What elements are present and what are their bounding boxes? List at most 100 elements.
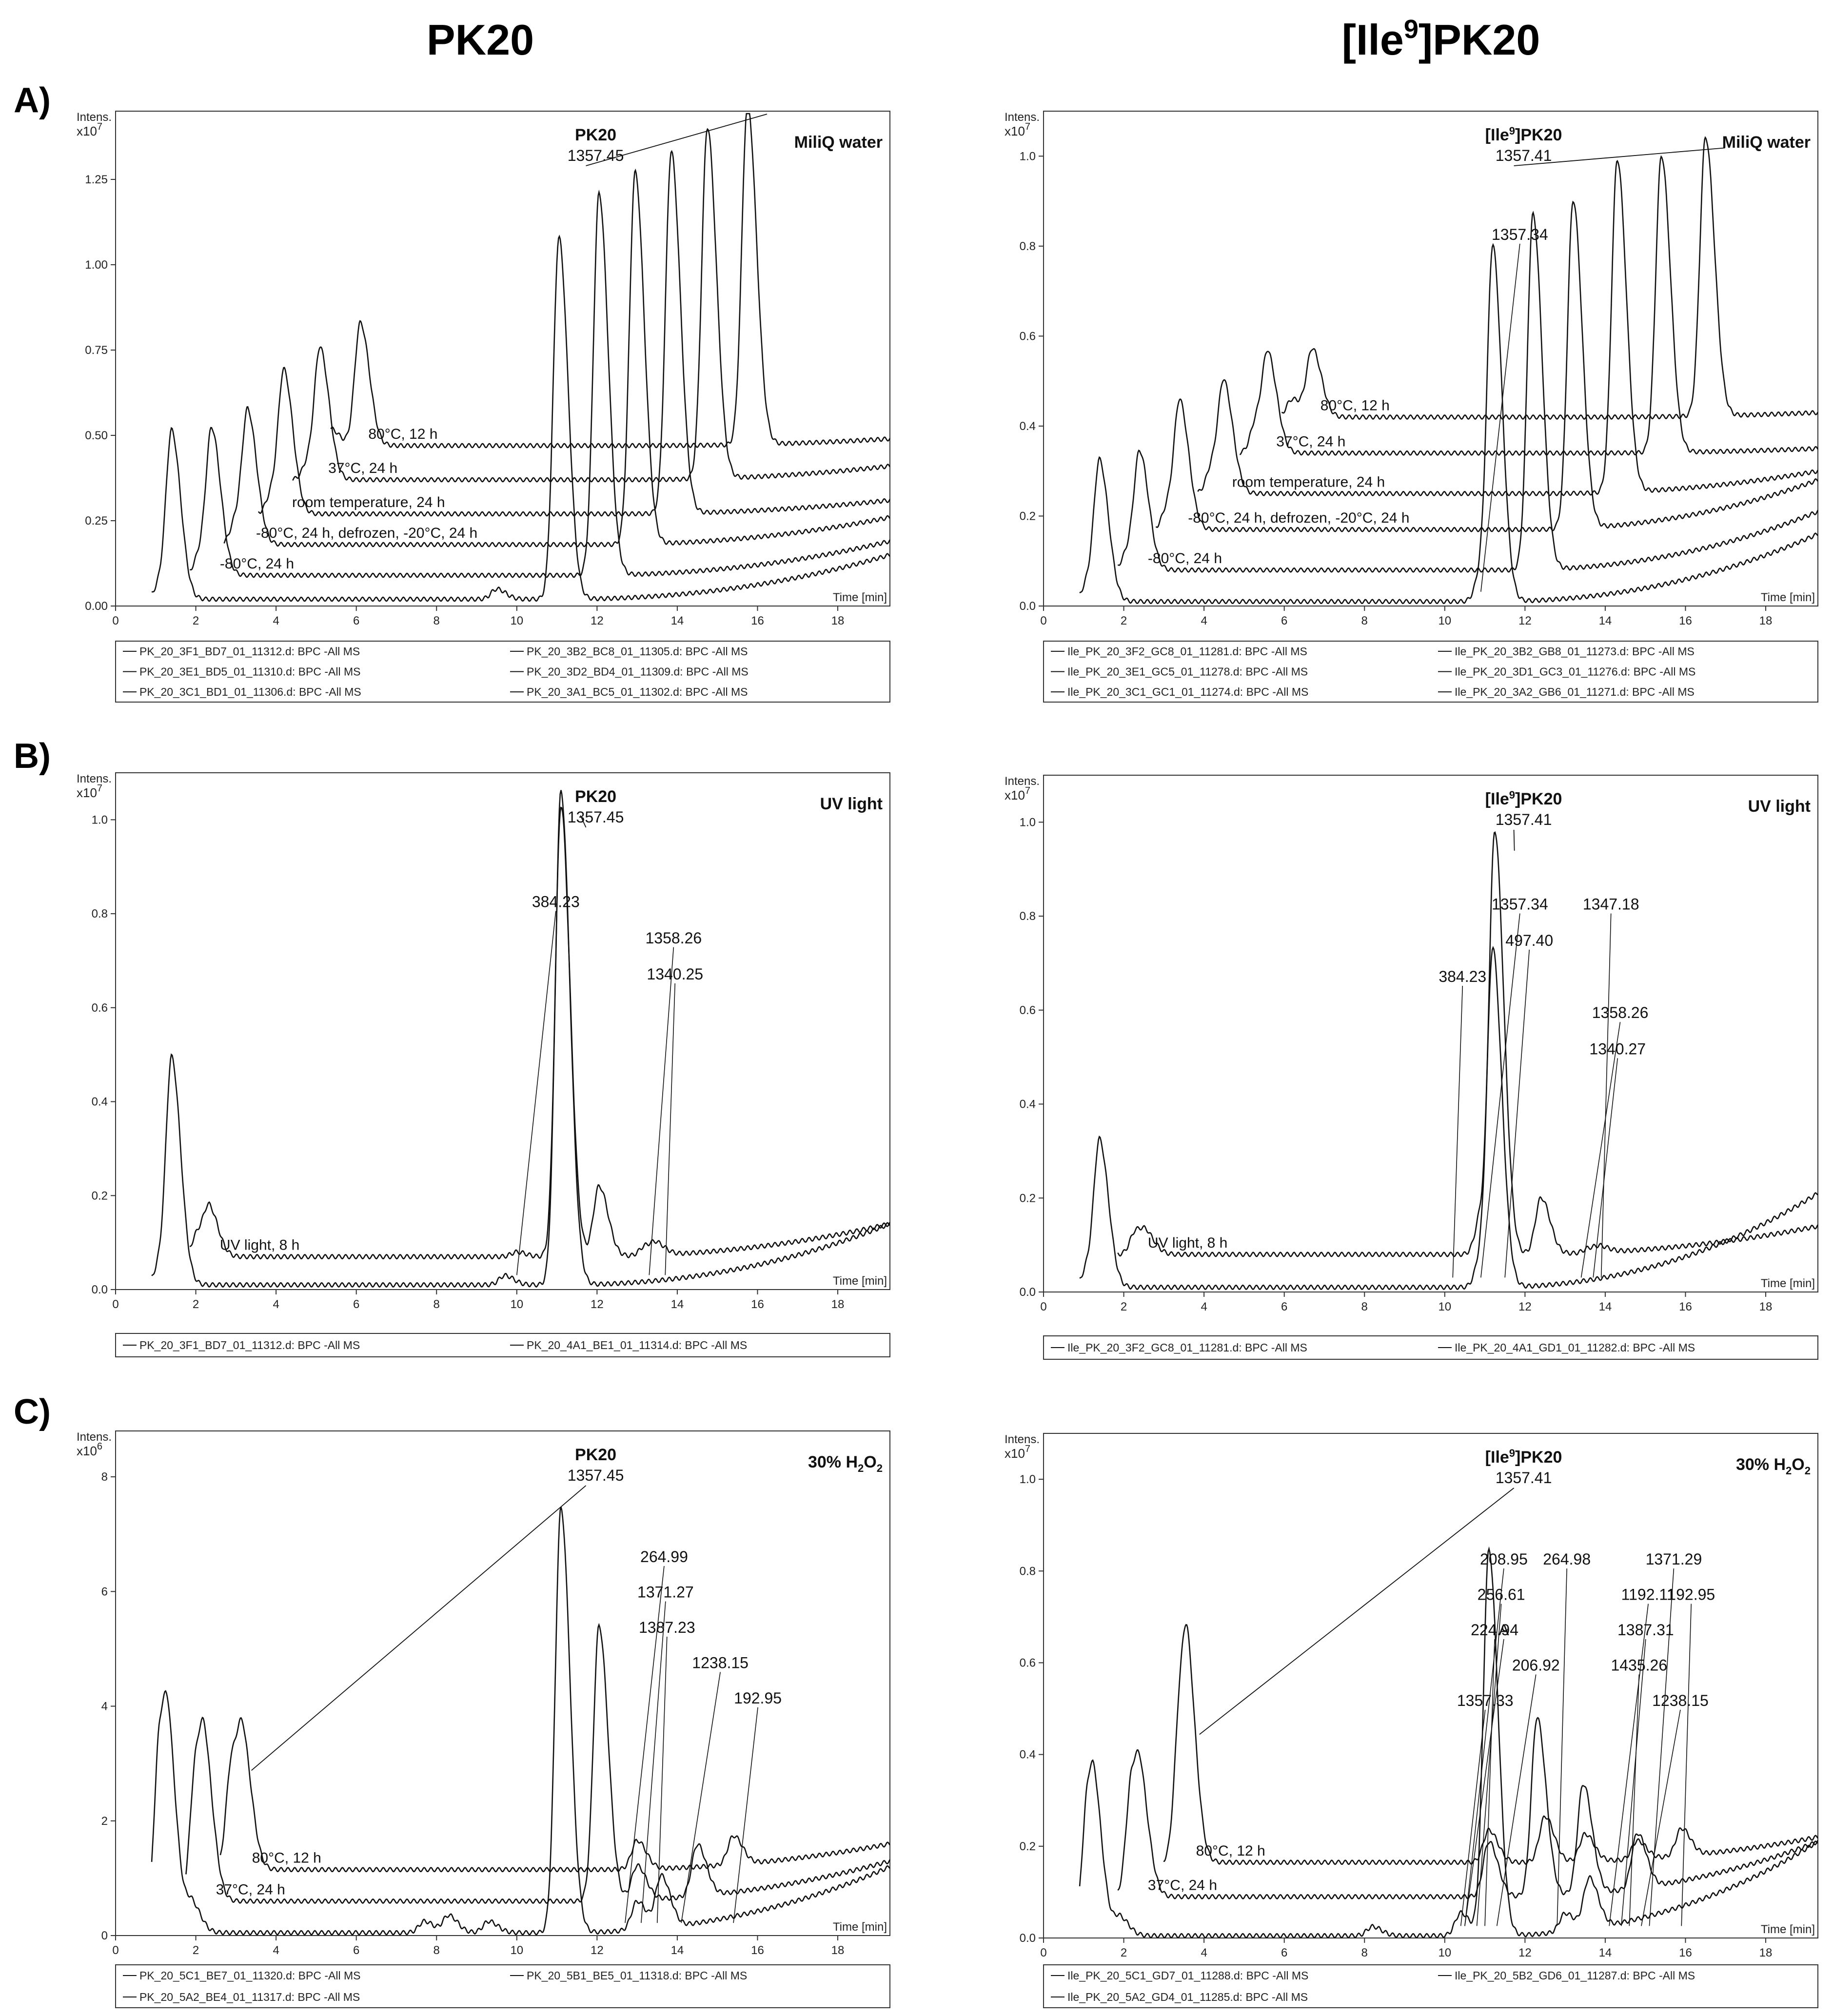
y-tick-label: 0.6 <box>1020 330 1036 343</box>
trace-condition-label: 80°C, 12 h <box>252 1850 321 1866</box>
legend-entry: Ile_PK_20_3F2_GC8_01_11281.d: BPC -All M… <box>1067 645 1307 658</box>
peak-annotation-label: 192.95 <box>734 1689 782 1707</box>
legend-entry: PK_20_5B1_BE5_01_11318.d: BPC -All MS <box>527 1969 747 1982</box>
y-tick-label: 0.8 <box>1020 1565 1036 1578</box>
x-tick-label: 4 <box>1201 1300 1207 1313</box>
x-tick-label: 14 <box>671 614 684 627</box>
y-axis-label: Intens. <box>1005 775 1040 788</box>
x-tick-label: 16 <box>1679 1300 1692 1313</box>
main-peak-label: [Ile9]PK20 <box>1485 1447 1562 1467</box>
legend-frame <box>115 1333 890 1357</box>
peak-annotation-leader <box>1609 1604 1649 1926</box>
legend-entry: PK_20_4A1_BE1_01_11314.d: BPC -All MS <box>527 1339 747 1351</box>
legend-frame <box>115 1964 890 2008</box>
y-tick-label: 0.8 <box>1020 910 1036 923</box>
y-axis-label: Intens. <box>77 1430 112 1444</box>
legend: PK_20_5C1_BE7_01_11320.d: BPC -All MS PK_… <box>115 1964 890 2008</box>
trace-line-1 <box>189 806 891 1260</box>
y-tick-label: 0.2 <box>1020 1840 1036 1853</box>
x-tick-label: 10 <box>1438 1946 1451 1959</box>
y-axis-label: Intens. <box>1005 111 1040 124</box>
x-tick-label: 18 <box>831 1298 845 1311</box>
trace-condition-label: -80°C, 24 h <box>1148 550 1222 567</box>
chart-panel-C-right: Intens.x107 0.0 0.2 0.4 0.6 0.8 1.0 0 2 4 6 8 10 12 14… <box>1005 1433 1819 2008</box>
x-tick-label: 12 <box>591 614 604 627</box>
x-tick-label: 2 <box>1121 1300 1127 1313</box>
traces: UV light, 8 h <box>1079 831 1819 1291</box>
peak-annotation-label: 264.99 <box>640 1548 688 1566</box>
x-tick-label: 16 <box>751 614 764 627</box>
y-tick-label: 0.75 <box>85 344 108 357</box>
chart-panel-B-right: Intens.x107 0.0 0.2 0.4 0.6 0.8 1.0 0 2 4 6 8 10 12 14… <box>1005 775 1819 1360</box>
peak-annotation-label: 1358.26 <box>1592 1004 1649 1021</box>
x-tick-label: 14 <box>1599 614 1612 627</box>
trace-condition-label: room temperature, 24 h <box>1232 474 1385 490</box>
y-axis-unit: x107 <box>77 121 102 138</box>
peak-annotation-label: 497.40 <box>1505 932 1553 949</box>
legend-frame <box>1043 1964 1818 2008</box>
panel-title: MiliQ water <box>1722 133 1811 152</box>
trace-line-1 <box>1117 211 1819 573</box>
x-axis-label: Time [min] <box>1761 1923 1815 1936</box>
peak-annotation-leader <box>1580 1022 1621 1278</box>
main-peak-leader <box>580 815 587 828</box>
trace-condition-label: 80°C, 12 h <box>1321 397 1390 413</box>
trace-line-3 <box>1197 159 1819 496</box>
chart-panel-A-left: Intens.x107 0.00 0.25 0.50 0.75 1.00 1.25 0 2 4 6 8… <box>77 111 891 703</box>
peak-annotation-leader <box>1557 1568 1567 1926</box>
peak-annotation-leader <box>656 1636 668 1923</box>
legend-entry: Ile_PK_20_3D1_GC3_01_11276.d: BPC -All M… <box>1455 665 1695 678</box>
peak-annotation-label: 1387.31 <box>1617 1621 1674 1639</box>
chart-panel-B-left: Intens.x107 0.0 0.2 0.4 0.6 0.8 1.0 0 2 4 6 8 10 12 14… <box>77 772 891 1357</box>
peak-annotation-leader <box>1600 913 1612 1278</box>
y-tick-label: 0.4 <box>92 1096 108 1109</box>
peak-annotation-label: 208.95 <box>1480 1550 1528 1568</box>
peak-annotation-leader <box>1681 1604 1692 1926</box>
peak-annotation-label: 1371.29 <box>1646 1550 1702 1568</box>
main-peak-mz: 1357.41 <box>1496 811 1552 828</box>
row-label-a: A) <box>14 81 51 120</box>
plot-frame <box>1043 1433 1818 1938</box>
peak-annotation-leader <box>1460 1709 1486 1926</box>
x-tick-label: 6 <box>353 1944 359 1957</box>
panel-title: UV light <box>820 795 883 813</box>
x-tick-label: 8 <box>434 1944 440 1957</box>
legend-entry: Ile_PK_20_3C1_GC1_01_11274.d: BPC -All M… <box>1067 685 1308 698</box>
trace-line-4 <box>1239 155 1819 456</box>
y-tick-label: 1.25 <box>85 173 108 186</box>
peak-annotation-leader <box>1480 243 1520 592</box>
x-tick-label: 8 <box>434 1298 440 1311</box>
chart-panel-A-right: Intens.x107 0.0 0.2 0.4 0.6 0.8 1.0 0 2 4 6 8 10 12 14… <box>1005 111 1819 703</box>
y-tick-label: 1.00 <box>85 258 108 272</box>
legend-entry: Ile_PK_20_3E1_GC5_01_11278.d: BPC -All M… <box>1067 665 1308 678</box>
x-tick-label: 4 <box>273 614 279 627</box>
peak-annotation-label: 1387.23 <box>639 1619 695 1636</box>
y-tick-label: 4 <box>101 1700 108 1713</box>
x-tick-label: 2 <box>193 1944 199 1957</box>
peak-annotation-leader <box>1641 1709 1681 1926</box>
peak-annotation-leader <box>1464 1639 1504 1926</box>
x-tick-label: 10 <box>510 1944 523 1957</box>
main-peak-label: PK20 <box>575 787 616 806</box>
peak-annotation-label: A <box>1498 1621 1509 1639</box>
x-tick-label: 10 <box>510 1298 523 1311</box>
y-tick-label: 0 <box>101 1929 108 1942</box>
x-tick-label: 2 <box>1121 1946 1127 1959</box>
trace-line-3 <box>257 150 891 517</box>
chart-panel-C-left: Intens.x106 0 2 4 6 8 0 2 4 6 8 10 12 14 16 18 Time [min… <box>77 1430 891 2008</box>
main-peak-label: [Ile9]PK20 <box>1485 125 1562 144</box>
x-tick-label: 16 <box>751 1298 764 1311</box>
x-tick-label: 14 <box>1599 1300 1612 1313</box>
y-tick-label: 1.0 <box>1020 1473 1036 1486</box>
y-tick-label: 0.6 <box>1020 1004 1036 1017</box>
y-tick-label: 0.2 <box>1020 1192 1036 1205</box>
main-peak-label: PK20 <box>575 126 616 144</box>
x-axis-label: Time [min] <box>833 1920 887 1934</box>
x-tick-label: 0 <box>1040 1946 1046 1959</box>
y-tick-label: 0.2 <box>92 1189 108 1202</box>
peak-annotation-leader <box>1621 1639 1646 1926</box>
legend: Ile_PK_20_3F2_GC8_01_11281.d: BPC -All M… <box>1043 1335 1818 1360</box>
x-tick-label: 14 <box>671 1298 684 1311</box>
peak-annotation-label: 256.61 <box>1478 1586 1525 1604</box>
trace-condition-label: UV light, 8 h <box>220 1237 299 1253</box>
